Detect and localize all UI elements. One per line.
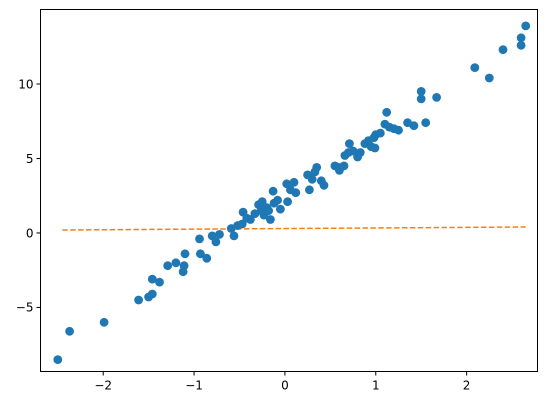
scatter-point [179,261,189,271]
scatter-point [276,204,285,214]
scatter-point [521,21,531,31]
scatter-point [211,237,221,247]
scatter-point [53,355,63,364]
scatter-point [289,177,299,187]
scatter-point [375,128,385,138]
scatter-point [196,249,205,259]
scatter-point [307,174,317,184]
scatter-point [147,274,157,284]
series-layer [53,21,531,364]
scatter-point [291,188,301,198]
scatter-point [394,125,403,135]
scatter-point [432,93,441,102]
x-axis-ticks: −2 −1 0 1 2 [94,371,471,393]
scatter-point [305,185,314,195]
scatter-point [171,258,181,268]
scatter-point [195,234,204,244]
scatter-point [264,206,273,216]
x-tick-label: 1 [372,379,380,393]
y-tick-label: −5 [16,301,34,315]
scatter-point [237,219,247,229]
scatter-point [409,121,419,131]
scatter-point [273,195,282,205]
scatter-point [266,215,275,224]
scatter-point [355,148,365,157]
x-tick-label: 2 [463,379,471,393]
scatter-point [312,163,322,172]
x-tick-label: 0 [281,379,289,393]
scatter-point [484,73,494,83]
y-tick-label: 0 [26,226,34,240]
scatter-point [229,231,239,241]
scatter-point [516,33,526,43]
scatter-point [416,87,426,96]
scatter-point [516,40,526,50]
y-tick-label: 10 [18,77,33,91]
scatter-point [202,253,212,263]
scatter-point [65,326,74,336]
scatter-point [339,161,349,171]
scatter-point [348,146,358,156]
scatter-point [180,249,190,259]
scatter-point [268,186,278,196]
scatter-point [215,230,224,239]
scatter-point [470,63,480,72]
y-axis-ticks: −5 0 5 10 [16,77,41,315]
scatter-point [147,289,157,299]
scatter-point [382,107,392,117]
scatter-point [283,197,292,207]
y-tick-label: 5 [26,152,34,166]
axes-frame [40,9,538,372]
x-tick-label: −2 [94,379,112,393]
scatter-point [319,180,329,190]
scatter-point [134,295,144,305]
scatter-point [163,261,173,271]
scatter-point [370,143,380,153]
x-tick-label: −1 [185,379,203,393]
scatter-point [416,94,426,104]
scatter-point [155,277,164,287]
scatter-point [345,139,354,149]
scatter-point [421,118,431,128]
scatter-point [498,45,508,55]
scatter-point [99,317,109,327]
fit-line [62,226,526,231]
